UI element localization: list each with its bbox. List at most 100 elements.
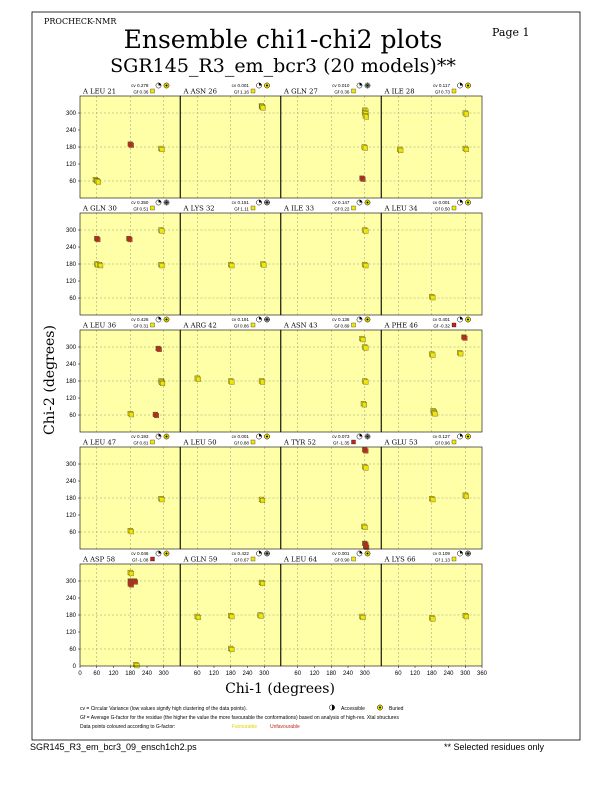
panel-gf: Gf 0.50 (435, 207, 451, 212)
y-tick-label: 300 (66, 111, 77, 117)
cv-clock-icon (256, 199, 262, 206)
gf-colour-square (351, 205, 356, 211)
y-tick-label: 120 (66, 162, 77, 168)
data-point-overlap (260, 581, 266, 587)
panel-a-glu-53: A GLU 53 cv 0.127 Gf 0.96 (381, 433, 483, 550)
panel-a-leu-34: A LEU 34 cv 0.001 Gf 0.50 (381, 199, 483, 316)
legend-colour-note: Data points coloured according to G-fact… (80, 724, 175, 730)
panel-label: A LEU 36 (82, 322, 116, 330)
data-point-overlap (462, 335, 468, 341)
buried-icon (364, 199, 371, 206)
gf-colour-square (451, 88, 457, 94)
data-point-overlap (363, 448, 369, 454)
panel-label: A ASP 58 (82, 556, 115, 564)
x-tick-label: 120 (309, 671, 320, 677)
data-point-overlap (229, 263, 235, 269)
data-point-overlap (128, 582, 134, 588)
panel-gf: Gf 0.67 (234, 558, 250, 563)
data-point-overlap (229, 647, 235, 653)
data-point-overlap (360, 337, 366, 343)
x-tick-label: 300 (460, 671, 471, 677)
panel-gf: Gf 0.73 (435, 90, 451, 95)
panel-label: A LYS 32 (183, 205, 215, 213)
panel-label: A LEU 21 (82, 88, 116, 96)
panel-gf: Gf -1.08 (132, 558, 149, 563)
data-point-overlap (398, 147, 404, 153)
data-point-overlap (258, 613, 264, 619)
x-tick-label: 60 (93, 671, 100, 677)
buried-icon (163, 82, 170, 89)
accessible-icon (364, 82, 371, 89)
data-point-overlap (458, 351, 464, 357)
data-point-overlap (362, 524, 368, 530)
data-point-overlap (128, 529, 134, 535)
data-point-overlap (128, 412, 134, 418)
data-point-overlap (430, 352, 436, 358)
gf-colour-square (451, 322, 457, 328)
gf-colour-square (250, 205, 256, 211)
panel-cv: cv 0.127 (433, 434, 451, 439)
cv-clock-icon (457, 433, 463, 440)
panel-a-leu-47: A LEU 47 cv 0.193 Gf 0.81 60 120 180 240 300 (66, 433, 182, 550)
panel-label: A GLN 30 (82, 205, 117, 213)
panel-a-gln-27: A GLN 27 cv 0.010 Gf 0.36 (280, 82, 383, 199)
panel-a-phe-46: A PHE 46 cv 0.401 Gf -0.32 (381, 316, 483, 433)
panel-a-leu-50: A LEU 50 cv 0.001 Gf 0.88 (180, 433, 282, 550)
panel-cv: cv 0.001 (433, 200, 451, 205)
cv-clock-icon (356, 316, 363, 323)
gf-colour-square (150, 439, 155, 445)
cv-clock-icon (457, 82, 463, 89)
data-point-overlap (463, 614, 469, 620)
data-point-overlap (159, 147, 165, 153)
buried-icon (465, 199, 471, 206)
x-axis-label: Chi-1 (degrees) (225, 681, 335, 697)
gf-colour-square (250, 88, 256, 94)
panel-gf: Gf 0.86 (234, 324, 250, 329)
x-tick-label: 180 (226, 671, 237, 677)
panel-gf: Gf 0.51 (133, 207, 149, 212)
data-point-overlap (229, 379, 235, 385)
data-point-overlap (195, 615, 201, 621)
data-point-overlap (430, 616, 436, 622)
program-name: PROCHECK-NMR (44, 17, 117, 26)
y-tick-label: 120 (66, 279, 77, 285)
accessible-icon (264, 550, 270, 557)
buried-icon (163, 316, 170, 323)
x-tick-label: 300 (259, 671, 270, 677)
panel-cv: cv 0.422 (232, 551, 250, 556)
cv-clock-icon (356, 82, 363, 89)
buried-icon (163, 433, 170, 440)
x-tick-label: 180 (125, 671, 136, 677)
data-point-overlap (260, 105, 266, 111)
panel-label: A ASN 43 (283, 322, 317, 330)
panel-label: A GLU 53 (384, 439, 418, 447)
y-tick-label: 60 (69, 647, 76, 653)
x-tick-label: 360 (477, 671, 488, 677)
panel-label: A LEU 47 (82, 439, 116, 447)
y-tick-label: 240 (66, 128, 77, 134)
x-tick-label: 240 (343, 671, 354, 677)
panel-label: A ILE 28 (384, 88, 415, 96)
y-tick-label: 0 (73, 664, 77, 670)
panel-cv: cv 0.046 (131, 551, 149, 556)
panel-cv: cv 0.278 (131, 83, 149, 88)
y-tick-label: 60 (69, 530, 76, 536)
chart-title: Ensemble chi1-chi2 plots (124, 25, 443, 54)
panel-gf: Gf 0.96 (435, 441, 451, 446)
data-point-overlap (361, 402, 367, 408)
panel-a-lys-66: A LYS 66 cv 0.109 Gf 1.13 60 120 180 240 300 360 (381, 550, 488, 677)
panel-cv: cv 0.109 (433, 551, 451, 556)
cv-clock-icon (155, 433, 162, 440)
panel-cv: cv 0.001 (232, 83, 250, 88)
panel-a-leu-21: A LEU 21 cv 0.278 Gf 0.36 60 120 180 240 300 (66, 82, 182, 199)
cv-clock-icon (155, 550, 162, 557)
gf-colour-square (451, 439, 457, 445)
cv-clock-icon (155, 316, 162, 323)
panel-label: A GLN 27 (283, 88, 318, 96)
data-point-overlap (364, 544, 370, 550)
cv-clock-icon (155, 82, 162, 89)
panel-label: A PHE 46 (384, 322, 418, 330)
buried-icon (377, 704, 383, 711)
legend-cv-definition: cv = Circular Variance (low values signi… (80, 706, 247, 712)
buried-icon (465, 433, 471, 440)
